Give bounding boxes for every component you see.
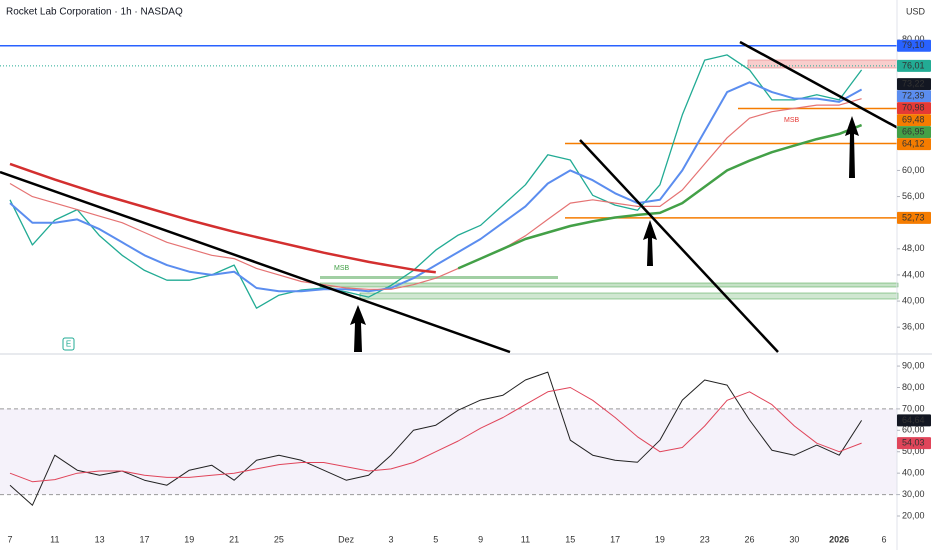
y-tick-label: 40,00 [902,295,925,305]
y-tick-label: 48,00 [902,243,925,253]
event-icon [62,337,75,351]
y-tick-label: 60,00 [902,425,925,435]
trend-line [0,170,511,354]
price-tag-label: 73,22 [902,78,925,88]
supply-zone [747,59,899,69]
x-tick-label: 21 [229,534,239,544]
y-tick-label: 90,00 [902,360,925,370]
x-tick-label: 17 [139,534,149,544]
y-tick-label: 60,00 [902,165,925,175]
y-tick-label: 50,00 [902,446,925,456]
x-tick-label: 6 [881,534,886,544]
arrow [350,305,366,352]
y-tick-label: 20,00 [902,510,925,520]
y-tick-label: 70,00 [902,403,925,413]
x-tick-label: 30 [789,534,799,544]
y-tick-label: 36,00 [902,322,925,332]
x-tick-label: 23 [700,534,710,544]
price-tag [897,211,931,224]
currency: USD [906,6,926,16]
price-tag [897,114,931,127]
order-block [359,292,899,300]
y-tick-label: 56,00 [902,191,925,201]
x-tick-label: 11 [50,534,59,544]
x-tick-label: 25 [274,534,284,544]
price-tag [897,437,931,450]
price-tag [897,39,931,52]
series-line [9,98,862,290]
price-tag-label: 76,01 [902,60,925,70]
y-tick-label: 40,00 [902,468,925,478]
price-tag [897,90,931,103]
rsi-band [0,408,897,495]
x-tick-label: 2026 [829,534,849,544]
price-tag-label: 69,48 [902,114,925,124]
series-line [9,81,863,293]
price-tag [897,59,931,72]
series-line [9,371,863,506]
series-line [457,123,863,270]
x-tick-label: 11 [521,534,530,544]
x-tick-label: 3 [388,534,393,544]
price-tag [897,78,931,91]
trend-line [739,40,899,130]
price-tag [897,138,931,151]
x-tick-label: 15 [565,534,575,544]
price-tag-label: 70,98 [902,102,925,112]
price-tag-label: 64,64 [902,415,925,425]
price-tag-label: 54,03 [902,437,925,447]
price-tag-label: 72,39 [902,90,925,100]
y-tick-label: 80,00 [902,382,925,392]
y-tick-label: 30,00 [902,489,925,499]
trend-line [579,139,779,353]
x-tick-label: 17 [610,534,620,544]
price-tag-label: 52,73 [902,212,925,222]
x-tick-label: 9 [478,534,483,544]
chart-title: Rocket Lab Corporation · 1h · NASDAQ [6,7,183,18]
x-tick-label: 5 [433,534,438,544]
x-tick-label: 26 [745,534,755,544]
series-line [9,387,862,483]
price-tag [897,126,931,139]
series-line [9,54,863,309]
order-block [320,276,558,279]
arrow [643,220,657,266]
x-tick-label: 7 [7,534,12,544]
x-tick-label: 19 [655,534,665,544]
y-tick-label: 80,00 [902,34,925,44]
event-icon-label: E [66,340,71,349]
price-tag-label: 64,12 [902,138,925,148]
series-line [9,162,436,274]
annotation: MSB [334,265,350,272]
x-tick-label: 13 [95,534,105,544]
price-tag-label: 66,95 [902,126,925,136]
price-tag-label: 79,10 [902,40,925,50]
plot-area [0,44,897,506]
price-tag [897,414,931,427]
arrow [845,116,859,178]
annotation: MSB [784,117,800,124]
x-tick-label: 19 [184,534,194,544]
y-tick-label: 44,00 [902,269,925,279]
x-tick-label: Dez [338,534,355,544]
price-tag [897,102,931,115]
